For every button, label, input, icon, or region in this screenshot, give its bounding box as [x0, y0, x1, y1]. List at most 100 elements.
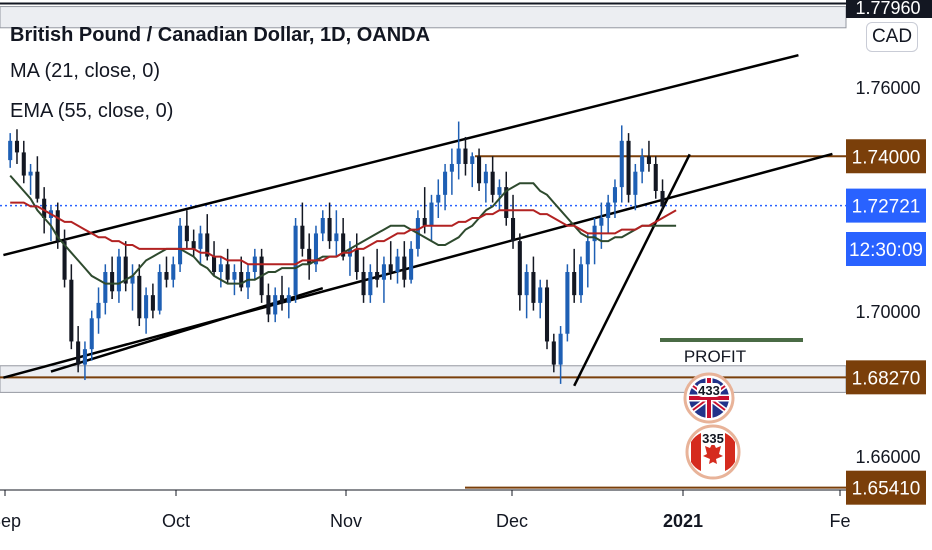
candle-body: [429, 202, 434, 226]
time-label-2: Nov: [330, 511, 362, 531]
candle: [313, 225, 319, 273]
candle-body: [232, 272, 237, 280]
candle: [368, 264, 373, 303]
candle: [409, 241, 414, 284]
candle-body: [640, 156, 645, 172]
candle: [497, 179, 502, 211]
channel-lower-line: [3, 152, 833, 379]
candle-body: [653, 163, 658, 191]
top-level-price: 1.77960: [855, 0, 920, 18]
candle-body: [212, 256, 217, 273]
candle-body: [599, 217, 604, 226]
candle-body: [320, 217, 325, 234]
candle: [89, 310, 94, 361]
candle-body: [62, 241, 67, 280]
candle-body: [341, 233, 346, 257]
candle: [429, 194, 434, 242]
candle: [463, 136, 468, 176]
candle: [334, 210, 339, 257]
candle-body: [286, 295, 291, 303]
price-axis[interactable]: 1.76000 1.70000 1.66000 1.77960 1.740001…: [846, 0, 932, 505]
candle: [21, 140, 26, 184]
candle: [572, 248, 577, 303]
candle: [395, 248, 400, 284]
cad-flag-icon: 335: [685, 424, 741, 480]
candle: [103, 264, 108, 315]
price-badge-3: [846, 470, 926, 505]
currency-badge[interactable]: CAD: [866, 22, 918, 52]
candle-body: [354, 248, 359, 273]
candle-body: [531, 272, 536, 303]
candle-body: [21, 152, 26, 176]
candle-body: [395, 256, 400, 273]
candle-body: [103, 272, 108, 303]
candle-body: [504, 187, 509, 218]
candle-body: [334, 233, 339, 242]
price-badge-label-3: 1.65410: [852, 479, 921, 500]
moving-averages: [9, 174, 677, 285]
candle: [558, 326, 563, 384]
ma-legend[interactable]: MA (21, close, 0): [10, 60, 161, 82]
candle: [517, 233, 522, 311]
candle-body: [8, 140, 13, 161]
price-tick-1-70000: 1.70000: [855, 302, 920, 322]
candle: [490, 156, 495, 203]
candle: [293, 217, 298, 303]
candle-body: [96, 302, 101, 319]
candle: [123, 241, 128, 292]
candle-body: [28, 171, 33, 176]
candle-body: [327, 217, 332, 242]
time-axis[interactable]: Sep Oct Nov Dec 2021 Fe: [0, 489, 851, 531]
candle: [218, 256, 223, 288]
candle: [232, 264, 237, 296]
candle-body: [606, 202, 611, 218]
candle-body: [123, 256, 128, 284]
candle: [504, 171, 509, 226]
candle: [55, 202, 60, 249]
candle-body: [130, 275, 135, 284]
candle-body: [477, 156, 482, 184]
candle-body: [381, 264, 386, 280]
candle: [178, 217, 183, 273]
candle-body: [76, 341, 81, 365]
candle: [375, 248, 380, 288]
candle: [144, 287, 149, 334]
price-badges: 1.74000 1.72721 1.68270 1.65410: [846, 139, 926, 505]
candle: [171, 256, 176, 288]
channel-support-line: [50, 287, 324, 373]
candle-body: [565, 272, 570, 334]
price-badge-1: [846, 188, 926, 223]
candle: [116, 248, 121, 303]
candle-body: [69, 279, 74, 342]
candle-body: [266, 295, 271, 315]
candle: [402, 241, 407, 288]
candle-body: [572, 272, 577, 296]
candle-body: [375, 272, 380, 280]
candle: [646, 140, 651, 172]
candle-body: [279, 295, 285, 303]
candle-body: [409, 248, 414, 280]
profit-label: PROFIT: [684, 347, 746, 366]
candle-body: [171, 264, 176, 280]
candle: [137, 264, 142, 327]
cad-badge-count: 335: [702, 431, 724, 446]
candle: [82, 341, 87, 381]
candle: [449, 148, 454, 195]
candle-body: [205, 233, 210, 257]
candle: [327, 202, 332, 249]
candle: [660, 179, 665, 211]
candle: [96, 287, 101, 334]
candle-body: [368, 272, 373, 296]
candle: [354, 233, 359, 280]
candle: [456, 121, 461, 180]
candle: [388, 241, 393, 280]
candle: [524, 264, 529, 319]
price-tick-1-66000: 1.66000: [855, 447, 920, 467]
candle: [184, 210, 189, 249]
candle-body: [300, 225, 305, 249]
candle-body: [225, 264, 230, 280]
candle-body: [14, 140, 20, 153]
candle-body: [313, 233, 319, 265]
candle-body: [443, 171, 448, 195]
ema-legend[interactable]: EMA (55, close, 0): [10, 100, 174, 122]
